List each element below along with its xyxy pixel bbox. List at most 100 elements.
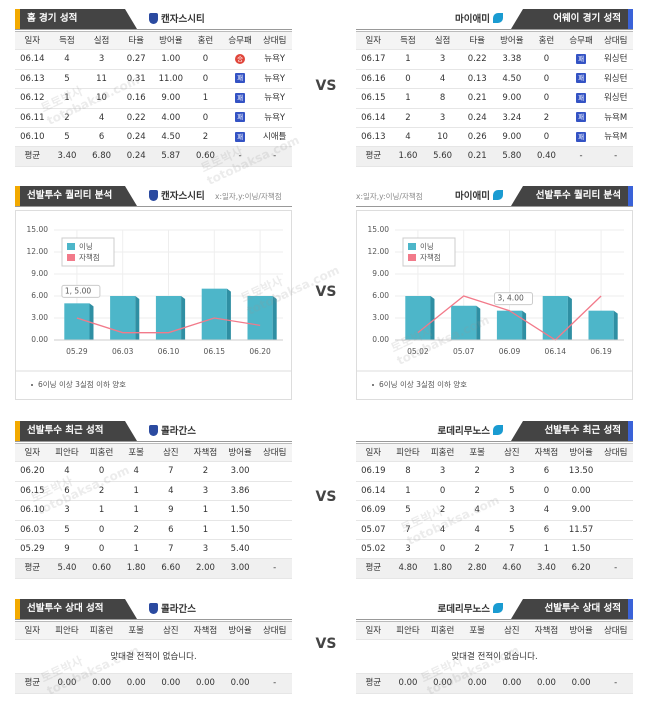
x-tick-label: 06.19 bbox=[590, 347, 612, 356]
column-header: 포볼 bbox=[469, 448, 485, 458]
table-cell: 9.00 bbox=[502, 93, 522, 104]
table-cell: 1 bbox=[405, 485, 411, 496]
table-row: 일자 피안타 피홈런 포볼 삼진 자책점 방어율 상대팀 bbox=[356, 621, 633, 641]
average-cell: 6.60 bbox=[161, 563, 181, 574]
table-row: 06.13 5 11 0.31 11.00 0 패 뉴욕Y bbox=[15, 69, 292, 90]
average-cell: 0.00 bbox=[195, 678, 215, 689]
team-logo bbox=[493, 190, 503, 200]
table-row: 일자 피안타 피홈런 포볼 삼진 자책점 방어율 상대팀 bbox=[15, 621, 292, 641]
legend-label: 이닝 bbox=[79, 241, 93, 251]
table-cell: 시애틀 bbox=[262, 132, 287, 142]
bar-side bbox=[226, 288, 231, 340]
table-row: 평균 0.00 0.00 0.00 0.00 0.00 0.00 - bbox=[356, 674, 633, 694]
table-cell: 06.03 bbox=[20, 524, 45, 535]
line bbox=[417, 295, 602, 341]
table-cell: 5 bbox=[64, 73, 70, 84]
table-cell: 4.00 bbox=[161, 112, 181, 123]
header-tab: 선발투수 상대 성적 bbox=[15, 599, 137, 619]
table-cell: 9.00 bbox=[502, 132, 522, 142]
table-cell: 6 bbox=[168, 524, 174, 535]
bar bbox=[64, 303, 90, 340]
legend-swatch bbox=[408, 254, 416, 261]
table-cell: 0 bbox=[543, 54, 550, 65]
team-logo bbox=[493, 13, 503, 23]
table-cell: 2 bbox=[202, 132, 209, 142]
bar bbox=[247, 296, 273, 340]
table-cell: 2 bbox=[64, 112, 70, 123]
table-cell: 5 bbox=[509, 524, 515, 535]
bar-side bbox=[613, 310, 618, 340]
result-icon: 패 bbox=[576, 131, 587, 142]
header-underline bbox=[356, 441, 633, 442]
table-cell: 0 bbox=[202, 73, 209, 84]
tooltip-box bbox=[494, 292, 533, 306]
table-cell: 5 bbox=[405, 505, 411, 516]
average-cell: 5.40 bbox=[57, 563, 77, 574]
average-cell: 0.00 bbox=[230, 678, 250, 689]
table-cell bbox=[598, 482, 633, 500]
column-header: 포볼 bbox=[128, 448, 144, 458]
column-header: 일자 bbox=[24, 626, 41, 636]
table-cell: 0 bbox=[98, 544, 105, 554]
average-cell: 4.60 bbox=[502, 563, 522, 574]
header-accent bbox=[15, 186, 20, 206]
table-cell bbox=[257, 501, 292, 519]
average-cell: - bbox=[614, 678, 618, 689]
table-cell: 1 bbox=[202, 93, 209, 104]
table-cell: 9.00 bbox=[161, 93, 181, 104]
table-cell: 0 bbox=[439, 485, 446, 496]
column-header: 득점 bbox=[59, 36, 75, 46]
x-tick-label: 06.14 bbox=[545, 347, 567, 356]
column-header: 실점 bbox=[434, 36, 451, 46]
table-cell: 뉴욕Y bbox=[264, 73, 286, 84]
table-cell bbox=[598, 501, 633, 519]
table-cell: 뉴욕M bbox=[604, 132, 628, 142]
table-cell: 5.40 bbox=[230, 544, 250, 554]
table-cell: 3 bbox=[405, 544, 411, 554]
table-row: 맞대결 전적이 없습니다. bbox=[15, 640, 292, 675]
table-row: 평균 4.80 1.80 2.80 4.60 3.40 6.20 - bbox=[356, 559, 633, 579]
legend-label: 이닝 bbox=[420, 241, 434, 251]
average-cell: 평균 bbox=[365, 563, 382, 574]
chart: 0.00 3.00 6.00 9.00 12.00 15.00 05.29 06.03 06.1… bbox=[16, 225, 293, 389]
result-icon: 패 bbox=[235, 112, 246, 123]
column-header: 상대팀 bbox=[262, 626, 287, 636]
table-cell: 2 bbox=[133, 524, 139, 535]
table-cell: 3 bbox=[509, 466, 515, 477]
table-cell: 0.24 bbox=[126, 132, 146, 142]
header-accent bbox=[15, 599, 20, 619]
header-title: 홈 경기 성적 bbox=[27, 13, 78, 24]
table-cell: 1 bbox=[133, 485, 139, 496]
y-tick-label: 0.00 bbox=[372, 335, 389, 344]
table-cell: 1.00 bbox=[161, 54, 181, 65]
table-row: 06.20 4 0 4 7 2 3.00 bbox=[15, 462, 292, 482]
average-cell: 0.00 bbox=[126, 678, 146, 689]
table-cell bbox=[598, 462, 633, 480]
table-cell: 06.13 bbox=[20, 73, 45, 84]
column-header: 피안타 bbox=[396, 448, 420, 458]
column-header: 방어율 bbox=[500, 36, 524, 46]
column-header: 피안타 bbox=[55, 448, 79, 458]
table-cell: 2 bbox=[474, 485, 480, 496]
table-cell: 2 bbox=[474, 544, 480, 554]
table-cell: 1 bbox=[202, 524, 209, 535]
result-icon: 패 bbox=[235, 131, 246, 142]
table-cell: 0 bbox=[439, 544, 446, 554]
header-accent bbox=[628, 421, 633, 441]
table-cell: 패 bbox=[564, 50, 599, 68]
result-icon: 패 bbox=[576, 112, 587, 123]
column-header: 삼진 bbox=[162, 626, 179, 636]
table-cell bbox=[598, 521, 633, 539]
column-header: 자책점 bbox=[534, 448, 559, 458]
table-cell: 8 bbox=[439, 93, 446, 104]
team-logo bbox=[149, 603, 158, 614]
average-cell: 6.20 bbox=[571, 563, 591, 574]
table-cell: 7 bbox=[168, 544, 174, 554]
table-cell: 5 bbox=[509, 485, 515, 496]
table-cell: 뉴욕Y bbox=[264, 54, 286, 65]
column-header: 실점 bbox=[93, 36, 110, 46]
average-cell: 0.00 bbox=[92, 678, 112, 689]
table-cell: 0 bbox=[543, 93, 550, 104]
table-cell: 2 bbox=[543, 112, 550, 123]
bar bbox=[155, 296, 182, 340]
